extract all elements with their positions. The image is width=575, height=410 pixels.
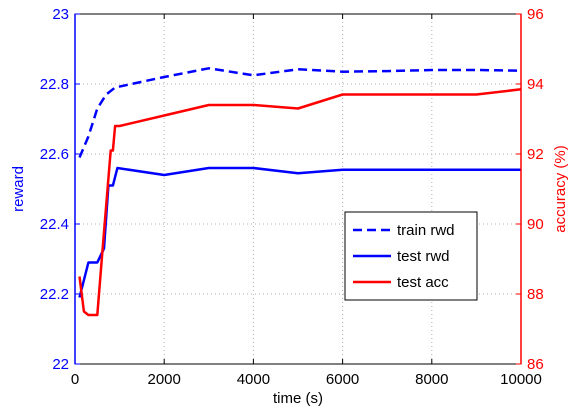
legend-label-test-acc: test acc <box>397 274 449 291</box>
y-right-tick-label: 88 <box>527 286 544 303</box>
y-axis-right-title: accuracy (%) <box>552 145 569 233</box>
x-axis-title: time (s) <box>273 390 323 407</box>
x-tick-label: 10000 <box>500 371 542 388</box>
y-left-tick-label: 23 <box>52 6 69 23</box>
axis-ticks: 0 2000 4000 6000 8000 10000 22 22.2 22.4 22.6 22.8… <box>40 6 544 388</box>
y-left-tick-label: 22.6 <box>40 146 69 163</box>
x-tick-label: 4000 <box>237 371 270 388</box>
y-left-tick-label: 22 <box>52 356 69 373</box>
grid <box>75 14 521 364</box>
y-left-tick-label: 22.4 <box>40 216 69 233</box>
series-lines <box>78 67 522 317</box>
y-right-tick-label: 90 <box>527 216 544 233</box>
legend-label-test-rwd: test rwd <box>397 248 450 265</box>
series-line-test-rwd <box>78 166 521 298</box>
legend: train rwd test rwd test acc <box>344 211 478 301</box>
x-tick-label: 2000 <box>148 371 181 388</box>
y-right-tick-label: 86 <box>527 356 544 373</box>
legend-label-train-rwd: train rwd <box>397 222 455 239</box>
series-line-train-rwd <box>78 67 522 158</box>
y-right-tick-label: 96 <box>527 6 544 23</box>
x-tick-label: 6000 <box>326 371 359 388</box>
y-left-tick-label: 22.2 <box>40 286 69 303</box>
y-right-tick-label: 94 <box>527 76 544 93</box>
x-tick-label: 8000 <box>415 371 448 388</box>
y-axis-left-title: reward <box>10 166 27 212</box>
series-line-test-acc <box>78 88 522 317</box>
y-left-tick-label: 22.8 <box>40 76 69 93</box>
y-right-tick-label: 92 <box>527 146 544 163</box>
plot-frame <box>74 13 522 365</box>
x-tick-label: 0 <box>71 371 79 388</box>
